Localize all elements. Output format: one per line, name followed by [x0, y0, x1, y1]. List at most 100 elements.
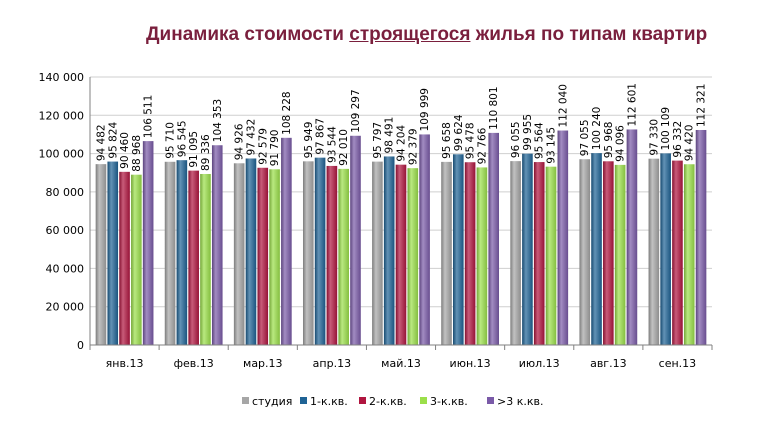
bar	[119, 171, 130, 345]
bar-value-label: 91 095	[188, 131, 200, 168]
bar-value-label: 91 790	[269, 130, 281, 167]
bar	[695, 129, 707, 345]
bar	[533, 162, 545, 345]
bar	[579, 159, 591, 345]
bar-value-label: 99 955	[522, 114, 534, 151]
bar-value-label: 93 544	[326, 126, 338, 163]
y-tick-label: 140 000	[39, 71, 85, 84]
bar-value-label: 97 330	[648, 119, 660, 156]
x-axis: янв.13 фев.13 мар.13 апр.13 май.13 июн.13 июл.…	[89, 344, 713, 370]
bar-value-label: 98 491	[384, 117, 396, 154]
bar-value-label: 92 379	[407, 128, 419, 165]
x-tick-label: май.13	[381, 357, 421, 370]
legend-label: 2-к.кв.	[369, 395, 407, 408]
chart-title-end: жилья по типам квартир	[470, 24, 708, 45]
legend-label: 1-к.кв.	[310, 395, 348, 408]
bar-value-label: 106 511	[143, 95, 155, 138]
bar-value-label: 110 801	[488, 86, 500, 129]
bar	[107, 161, 119, 345]
bar	[614, 164, 626, 345]
bar	[245, 158, 257, 345]
chart-title-underlined: строящегося	[349, 24, 471, 45]
bar	[591, 153, 602, 345]
x-tick-label: янв.13	[106, 357, 144, 370]
y-tick-label: 0	[77, 339, 84, 352]
x-tick-label: июл.13	[519, 357, 560, 370]
bars	[95, 129, 707, 345]
bar-value-label: 94 482	[95, 124, 107, 161]
bar	[522, 153, 533, 345]
bar	[200, 173, 211, 345]
chart-title-start: Динамика стоимости	[146, 24, 350, 45]
bar-value-label: 92 010	[338, 129, 350, 166]
bar-value-label: 97 055	[579, 119, 591, 156]
bar-value-label: 92 766	[476, 127, 488, 164]
bar-value-label: 96 055	[510, 121, 522, 158]
bar	[660, 153, 671, 345]
bar-value-label: 96 545	[176, 120, 188, 157]
bar	[383, 156, 395, 345]
bar-value-label: 97 867	[315, 118, 327, 155]
legend-swatch	[420, 397, 427, 404]
legend-label: >3 к.кв.	[497, 395, 543, 408]
bar	[314, 157, 326, 345]
x-tick-label: сен.13	[659, 357, 697, 370]
legend-swatch	[487, 397, 494, 404]
legend-swatch	[300, 397, 307, 404]
bar-value-label: 112 601	[626, 83, 638, 126]
bar	[488, 132, 500, 345]
bar	[326, 165, 338, 345]
legend-swatch	[359, 397, 366, 404]
bar-value-label: 108 228	[281, 91, 293, 134]
bar-value-label: 93 145	[546, 127, 558, 164]
bar	[419, 134, 430, 345]
bar-value-label: 95 797	[372, 122, 384, 159]
bar	[350, 135, 361, 345]
bar-value-label: 95 710	[165, 122, 177, 159]
bar	[164, 161, 176, 345]
x-tick-label: фев.13	[174, 357, 214, 370]
chart-title: Динамика стоимости строящегося жилья по …	[146, 24, 707, 46]
bar	[476, 167, 488, 345]
bar-value-label: 109 999	[419, 88, 431, 131]
bar	[338, 168, 349, 345]
bar	[131, 174, 142, 345]
bar-value-label: 99 624	[453, 114, 465, 151]
bar-value-label: 100 240	[591, 107, 603, 150]
bar	[395, 164, 407, 345]
bar-value-label: 92 579	[257, 128, 269, 165]
bar-value-label: 90 460	[119, 132, 131, 169]
bar-value-label: 95 564	[534, 122, 546, 159]
bar	[302, 161, 314, 345]
y-tick-label: 100 000	[39, 148, 85, 161]
legend-label: 3-к.кв.	[430, 395, 468, 408]
bar	[672, 160, 683, 345]
bar-value-label: 89 336	[200, 134, 212, 171]
bar-value-label: 94 204	[396, 125, 408, 162]
bar	[510, 161, 521, 345]
x-tick-label: июн.13	[450, 357, 491, 370]
bar	[464, 162, 476, 345]
bar	[257, 167, 269, 345]
bar-value-label: 94 926	[234, 123, 246, 160]
bar	[453, 154, 464, 345]
bar-value-label: 95 949	[303, 122, 315, 159]
y-axis: 0 20 000 40 000 60 000 80 000 100 000 120 000 1…	[39, 71, 91, 352]
y-tick-label: 20 000	[46, 301, 85, 314]
y-tick-label: 120 000	[39, 109, 85, 122]
bar	[372, 161, 383, 345]
bar-value-label: 95 658	[441, 122, 453, 159]
bar-value-label: 109 297	[350, 89, 362, 132]
bar-value-label: 88 968	[131, 135, 143, 172]
bar	[648, 158, 660, 345]
bar-value-label: 94 096	[615, 125, 627, 162]
bar	[211, 145, 223, 345]
x-tick-label: апр.13	[313, 357, 351, 370]
bar	[441, 161, 452, 345]
bar-value-label: 104 353	[212, 99, 224, 142]
bar	[626, 129, 638, 345]
x-tick-label: авг.13	[590, 357, 627, 370]
legend: студия 1-к.кв. 2-к.кв. 3-к.кв. >3 к.кв.	[242, 395, 543, 408]
bar	[683, 164, 695, 345]
